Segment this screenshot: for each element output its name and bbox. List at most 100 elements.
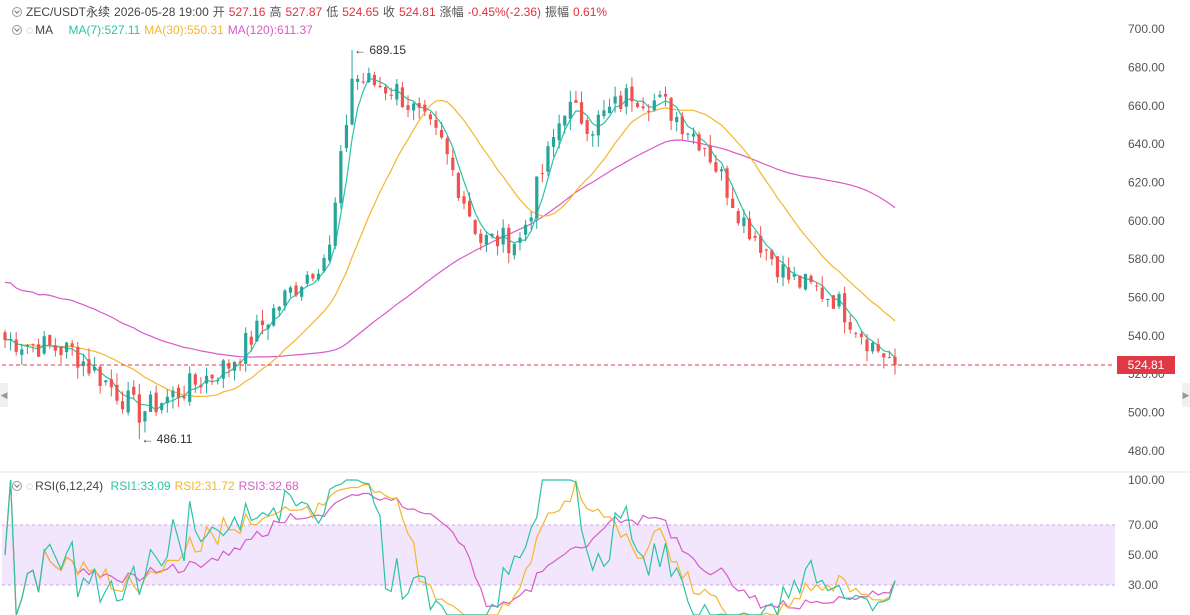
candle-body bbox=[647, 110, 651, 112]
candle-body bbox=[456, 172, 460, 199]
candle-body bbox=[372, 74, 377, 86]
candle-body bbox=[551, 137, 556, 147]
candle-body bbox=[48, 334, 52, 345]
ma7-line bbox=[4, 77, 896, 411]
candle-body bbox=[859, 333, 864, 337]
high-value: 527.87 bbox=[285, 5, 323, 19]
candle-body bbox=[837, 294, 841, 307]
price-axis-tick-label: 580.00 bbox=[1128, 252, 1165, 266]
candle-body bbox=[288, 287, 293, 293]
candle-body bbox=[160, 403, 164, 411]
candle-body bbox=[759, 235, 763, 253]
candle-body bbox=[675, 116, 679, 123]
candle-body bbox=[132, 386, 136, 395]
ohlc-header: ZEC/USDT永续 2026-05-28 19:00 开 527.16 高 527.87… bbox=[12, 4, 611, 20]
candle-body bbox=[434, 120, 438, 128]
candle-body bbox=[333, 202, 337, 246]
candle-body bbox=[574, 100, 578, 103]
price-axis-tick-label: 500.00 bbox=[1128, 406, 1165, 420]
candle-body bbox=[602, 110, 606, 117]
high-label: 高 bbox=[269, 5, 282, 19]
candle-body bbox=[495, 235, 500, 247]
candle-body bbox=[98, 366, 102, 386]
candle-body bbox=[753, 235, 757, 238]
candle-body bbox=[641, 106, 645, 109]
candle-body bbox=[568, 101, 572, 119]
candle-body bbox=[451, 157, 455, 171]
candle-body bbox=[473, 220, 477, 234]
candle-body bbox=[221, 360, 225, 379]
candle-body bbox=[798, 275, 802, 288]
candle-body bbox=[540, 173, 544, 175]
scroll-left-icon[interactable]: ◀ bbox=[0, 383, 8, 407]
low-value: 524.65 bbox=[342, 5, 379, 19]
candle-body bbox=[423, 104, 427, 112]
price-axis-tick-label: 680.00 bbox=[1128, 61, 1165, 75]
candle-body bbox=[378, 85, 382, 88]
collapse-icon[interactable] bbox=[12, 481, 22, 491]
open-label: 开 bbox=[212, 5, 225, 19]
candle-body bbox=[708, 146, 712, 163]
rsi2-line bbox=[4, 478, 896, 615]
collapse-icon[interactable] bbox=[12, 7, 22, 17]
ma120-value: MA(120):611.37 bbox=[227, 23, 313, 37]
eye-icon[interactable]: ◌ bbox=[26, 23, 34, 37]
candle-body bbox=[14, 339, 18, 352]
rsi1-value: RSI1:33.09 bbox=[110, 479, 171, 493]
eye-icon[interactable]: ◌ bbox=[26, 479, 34, 493]
candle-body bbox=[479, 233, 483, 243]
candle-body bbox=[826, 298, 830, 301]
rsi-axis-tick-label: 50.00 bbox=[1128, 548, 1158, 562]
candle-body bbox=[714, 162, 718, 172]
candle-body bbox=[607, 106, 612, 113]
candle-body bbox=[893, 356, 897, 365]
candle-body bbox=[199, 384, 203, 388]
rsi3-value: RSI3:32.68 bbox=[238, 479, 299, 493]
candle-body bbox=[350, 78, 354, 125]
candle-body bbox=[260, 320, 265, 326]
candle-body bbox=[361, 81, 365, 83]
candle-body bbox=[613, 96, 617, 104]
candle-body bbox=[691, 133, 696, 137]
candle-body bbox=[367, 73, 371, 83]
price-axis-tick-label: 560.00 bbox=[1128, 291, 1165, 305]
candle-body bbox=[148, 394, 153, 412]
rsi-axis-tick-label: 30.00 bbox=[1128, 578, 1158, 592]
candle-body bbox=[658, 94, 662, 97]
ma30-line bbox=[4, 99, 896, 397]
candle-body bbox=[736, 211, 740, 224]
candle-body bbox=[20, 349, 24, 355]
rsi-legend: ◌ RSI(6,12,24) RSI1:33.09 RSI2:31.72 RSI3:3… bbox=[12, 478, 303, 494]
collapse-icon[interactable] bbox=[12, 25, 22, 35]
candle-body bbox=[3, 332, 7, 340]
candle-body bbox=[316, 273, 321, 280]
candle-body bbox=[507, 227, 511, 254]
candle-body bbox=[770, 250, 774, 260]
candle-body bbox=[742, 217, 746, 227]
candle-body bbox=[193, 374, 197, 385]
price-axis-tick-label: 540.00 bbox=[1128, 329, 1165, 343]
candle-body bbox=[344, 124, 349, 149]
candle-body bbox=[579, 102, 584, 124]
candle-body bbox=[311, 274, 315, 279]
candle-body bbox=[747, 218, 752, 240]
candle-body bbox=[227, 362, 231, 369]
candle-body bbox=[120, 401, 125, 410]
candle-body bbox=[535, 176, 539, 219]
candle-body bbox=[322, 257, 326, 272]
candle-body bbox=[36, 344, 41, 357]
candle-body bbox=[154, 392, 158, 413]
candle-body bbox=[165, 396, 169, 404]
candle-body bbox=[25, 345, 29, 347]
candle-body bbox=[272, 308, 276, 326]
candle-body bbox=[725, 168, 729, 198]
candle-body bbox=[792, 274, 796, 277]
candle-body bbox=[406, 105, 410, 111]
candle-body bbox=[697, 134, 701, 151]
change-label: 涨幅 bbox=[439, 5, 464, 19]
candle-body bbox=[31, 343, 35, 345]
candle-body bbox=[115, 384, 119, 401]
candle-body bbox=[277, 306, 281, 311]
scroll-right-icon[interactable]: ▶ bbox=[1182, 383, 1190, 407]
